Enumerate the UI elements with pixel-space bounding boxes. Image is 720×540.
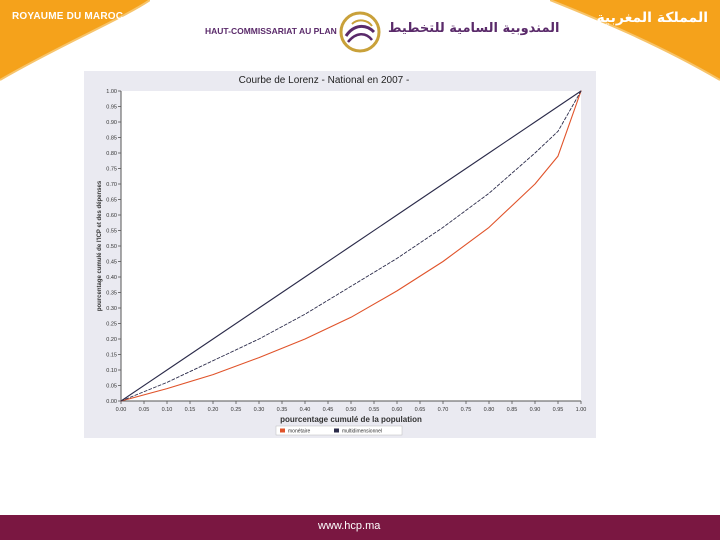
header-left-banner bbox=[0, 0, 150, 81]
y-tick-label: 0.20 bbox=[106, 337, 117, 343]
y-tick-label: 0.65 bbox=[106, 198, 117, 204]
x-tick-label: 0.85 bbox=[507, 407, 518, 413]
y-tick-label: 0.50 bbox=[106, 244, 117, 250]
y-tick-label: 0.15 bbox=[106, 353, 117, 359]
x-tick-label: 0.50 bbox=[346, 407, 357, 413]
equality-line bbox=[120, 90, 582, 402]
x-tick-label: 0.00 bbox=[116, 407, 127, 413]
lorenz-chart-panel: Courbe de Lorenz - National en 2007 - po… bbox=[84, 71, 596, 438]
x-tick-label: 0.15 bbox=[185, 407, 196, 413]
x-axis-label: pourcentage cumulé de la population bbox=[280, 415, 422, 424]
x-tick-label: 0.25 bbox=[231, 407, 242, 413]
y-tick-label: 0.00 bbox=[106, 399, 117, 405]
y-tick-label: 0.30 bbox=[106, 306, 117, 312]
x-tick-label: 0.60 bbox=[392, 407, 403, 413]
legend-swatch bbox=[280, 428, 285, 433]
x-tick-label: 0.75 bbox=[461, 407, 472, 413]
organization-name-ar: المندوبية السامية للتخطيط bbox=[388, 21, 560, 36]
website-url[interactable]: www.hcp.ma bbox=[318, 520, 381, 532]
kingdom-name-ar: المملكة المغربية bbox=[596, 10, 708, 26]
x-tick-label: 0.45 bbox=[323, 407, 334, 413]
y-tick-label: 0.70 bbox=[106, 182, 117, 188]
x-tick-label: 0.20 bbox=[208, 407, 219, 413]
kingdom-name-fr: ROYAUME DU MAROC bbox=[12, 11, 124, 22]
y-tick-label: 0.95 bbox=[106, 105, 117, 111]
y-tick-label: 0.85 bbox=[106, 136, 117, 142]
x-tick-label: 0.90 bbox=[530, 407, 541, 413]
x-tick-label: 0.55 bbox=[369, 407, 380, 413]
y-tick-label: 0.25 bbox=[106, 322, 117, 328]
x-tick-label: 0.30 bbox=[254, 407, 265, 413]
monetary-lorenz-curve bbox=[120, 90, 582, 402]
x-tick-label: 1.00 bbox=[576, 407, 587, 413]
y-tick-label: 0.90 bbox=[106, 120, 117, 126]
x-tick-label: 0.80 bbox=[484, 407, 495, 413]
x-tick-label: 0.05 bbox=[139, 407, 150, 413]
hcp-logo-icon bbox=[339, 11, 381, 53]
legend-label: monétaire bbox=[288, 429, 310, 435]
y-tick-label: 1.00 bbox=[106, 89, 117, 95]
legend-swatch bbox=[334, 428, 339, 433]
multidimensional-lorenz-curve bbox=[120, 90, 582, 402]
x-tick-label: 0.70 bbox=[438, 407, 449, 413]
y-tick-label: 0.55 bbox=[106, 229, 117, 235]
y-tick-label: 0.10 bbox=[106, 368, 117, 374]
series-layer bbox=[120, 90, 582, 402]
y-tick-label: 0.75 bbox=[106, 167, 117, 173]
x-tick-label: 0.40 bbox=[300, 407, 311, 413]
axes: 0.00 0.05 0.10 0.15 0.20 0.25 0.30 0.35 0.40 0.45… bbox=[106, 89, 586, 413]
chart-title: Courbe de Lorenz - National en 2007 - bbox=[239, 75, 410, 86]
y-tick-label: 0.80 bbox=[106, 151, 117, 157]
y-tick-label: 0.45 bbox=[106, 260, 117, 266]
lorenz-chart: Courbe de Lorenz - National en 2007 - po… bbox=[97, 75, 586, 436]
y-tick-label: 0.05 bbox=[106, 384, 117, 390]
y-tick-label: 0.60 bbox=[106, 213, 117, 219]
y-axis-label: pourcentage cumulé de l'ICP et des dépen… bbox=[97, 180, 103, 311]
x-tick-label: 0.10 bbox=[162, 407, 173, 413]
x-tick-label: 0.95 bbox=[553, 407, 564, 413]
legend-label: multidimensionnel bbox=[342, 429, 382, 435]
y-tick-label: 0.40 bbox=[106, 275, 117, 281]
y-tick-label: 0.35 bbox=[106, 291, 117, 297]
x-tick-label: 0.35 bbox=[277, 407, 288, 413]
chart-legend: monétaire multidimensionnel bbox=[275, 425, 403, 436]
x-tick-label: 0.65 bbox=[415, 407, 426, 413]
footer-bar: www.hcp.ma bbox=[0, 515, 720, 540]
header-right-banner bbox=[550, 0, 720, 81]
organization-name-fr: HAUT-COMMISSARIAT AU PLAN bbox=[205, 26, 337, 36]
